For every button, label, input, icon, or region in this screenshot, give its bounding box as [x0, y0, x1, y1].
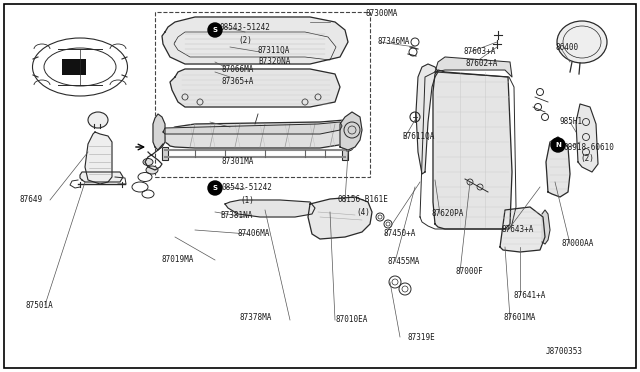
Circle shape	[551, 138, 565, 152]
Polygon shape	[416, 64, 438, 174]
Text: 87346MA: 87346MA	[378, 38, 410, 46]
Polygon shape	[433, 70, 512, 229]
Polygon shape	[225, 200, 315, 217]
Polygon shape	[435, 57, 512, 77]
Text: 87365+A: 87365+A	[222, 77, 254, 86]
Polygon shape	[576, 104, 598, 172]
Ellipse shape	[146, 166, 158, 174]
Text: 87066MA: 87066MA	[222, 64, 254, 74]
Polygon shape	[542, 210, 550, 244]
Text: 87311QA: 87311QA	[258, 45, 291, 55]
Text: B7320NA: B7320NA	[258, 57, 291, 65]
Bar	[62, 59, 86, 75]
Text: J8700353: J8700353	[546, 347, 583, 356]
Text: (2): (2)	[580, 154, 594, 164]
Text: 87643+A: 87643+A	[502, 225, 534, 234]
Text: S: S	[212, 185, 218, 191]
Polygon shape	[160, 120, 352, 148]
Text: 87000AA: 87000AA	[562, 240, 595, 248]
Ellipse shape	[557, 21, 607, 63]
Text: (4): (4)	[356, 208, 370, 217]
Text: 08543-51242: 08543-51242	[220, 23, 271, 32]
Text: 87010EA: 87010EA	[335, 315, 367, 324]
Polygon shape	[162, 17, 348, 64]
Polygon shape	[546, 137, 570, 197]
Polygon shape	[163, 122, 342, 134]
Text: 87019MA: 87019MA	[162, 256, 195, 264]
Text: 08543-51242: 08543-51242	[222, 183, 273, 192]
Bar	[155, 12, 370, 177]
Text: 87649: 87649	[20, 196, 43, 205]
Text: 87406MA: 87406MA	[238, 230, 270, 238]
Text: 08918-60610: 08918-60610	[563, 142, 614, 151]
Polygon shape	[340, 112, 362, 150]
Text: 87641+A: 87641+A	[513, 291, 545, 299]
Text: 87301MA: 87301MA	[222, 157, 254, 167]
Bar	[162, 147, 168, 160]
Text: 87620PA: 87620PA	[432, 209, 465, 218]
Text: 87603+A: 87603+A	[463, 48, 495, 57]
Polygon shape	[500, 207, 545, 252]
Ellipse shape	[88, 112, 108, 128]
Text: 87455MA: 87455MA	[388, 257, 420, 266]
Text: 87501A: 87501A	[25, 301, 52, 310]
Text: (1): (1)	[240, 196, 254, 205]
Polygon shape	[85, 132, 112, 184]
Text: 87601MA: 87601MA	[503, 314, 536, 323]
Text: 08156-B161E: 08156-B161E	[338, 196, 389, 205]
Text: N: N	[555, 142, 561, 148]
Text: 87378MA: 87378MA	[240, 314, 273, 323]
Bar	[342, 147, 348, 160]
Text: 87450+A: 87450+A	[384, 230, 417, 238]
Text: B7381NA: B7381NA	[220, 211, 252, 219]
Polygon shape	[170, 69, 340, 107]
Polygon shape	[308, 197, 372, 239]
Text: 985H1: 985H1	[560, 118, 583, 126]
Text: 87300MA: 87300MA	[365, 10, 397, 19]
Ellipse shape	[33, 38, 127, 96]
Text: 87000F: 87000F	[456, 267, 484, 276]
Text: 87319E: 87319E	[408, 333, 436, 341]
Ellipse shape	[143, 158, 153, 166]
Text: 86400: 86400	[556, 42, 579, 51]
Circle shape	[208, 23, 222, 37]
Text: S: S	[212, 27, 218, 33]
Polygon shape	[153, 114, 165, 150]
Circle shape	[208, 181, 222, 195]
Text: 87602+A: 87602+A	[466, 58, 499, 67]
Polygon shape	[80, 172, 123, 182]
Text: (2): (2)	[238, 35, 252, 45]
Text: B7611QA: B7611QA	[402, 131, 435, 141]
